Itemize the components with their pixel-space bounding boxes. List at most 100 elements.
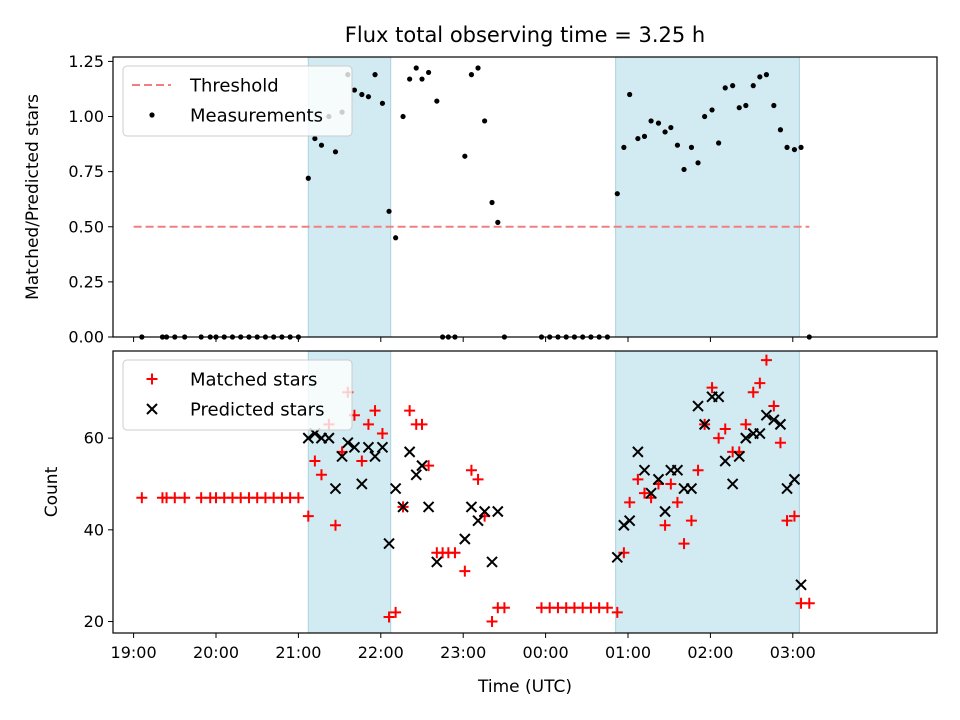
matched-stars-point (601, 602, 613, 614)
measurement-point (763, 72, 770, 78)
predicted-stars-point (692, 400, 704, 412)
x-tick-label: 03:00 (770, 643, 816, 662)
measurement-point (736, 105, 742, 111)
measurement-point (359, 91, 365, 98)
predicted-stars-point (698, 418, 711, 431)
matched-stars-point (309, 455, 321, 467)
counts-panel: 20 40 60 19:00 20:00 21:00 22:00 23:00 00:00 01:0… (42, 350, 938, 662)
measurement-point (674, 142, 681, 148)
predicted-stars-point (383, 537, 395, 550)
predicted-stars-point (323, 432, 335, 444)
matched-stars-point (390, 606, 402, 618)
measurement-point (495, 219, 501, 225)
measurement-point (379, 100, 386, 106)
matched-stars-point (369, 405, 381, 417)
matched-stars-point (416, 418, 428, 430)
matched-stars-point (136, 492, 148, 504)
matched-stars-point (692, 464, 704, 476)
y-tick-label: 0.00 (68, 328, 104, 347)
y-axis-title: Matched/Predicted stars (23, 94, 43, 300)
y-tick-label: 0.50 (68, 217, 104, 236)
matched-stars-point (671, 496, 683, 508)
matched-stars-point (169, 492, 181, 504)
matched-stars-point (706, 382, 718, 394)
matched-stars-point (659, 519, 671, 531)
legend-matched-stars-swatch (146, 373, 158, 385)
measurement-point (791, 146, 798, 153)
predicted-stars-point (403, 446, 416, 458)
measurement-point (688, 144, 695, 150)
matched-stars-point (292, 492, 304, 504)
predicted-stars-point (623, 514, 636, 527)
predicted-stars-point (472, 514, 484, 527)
matched-stars-point (404, 405, 416, 417)
measurement-point (462, 153, 468, 159)
predicted-stars-point (459, 533, 471, 545)
predicted-stars-point (416, 459, 428, 472)
matched-stars-point (747, 386, 759, 398)
matched-stars-point (774, 437, 786, 449)
measurement-point (365, 94, 372, 100)
axes-frame (112, 56, 938, 338)
measurement-point (750, 83, 756, 89)
measurement-point (351, 87, 358, 93)
legend-predicted-stars-swatch (146, 403, 158, 415)
predicted-stars-point (422, 501, 435, 513)
ratio-panel: 0.00 0.25 0.50 0.75 1.00 1.25 Matched/Predicte… (23, 52, 938, 347)
predicted-stars-point (465, 501, 478, 513)
matched-stars-point (624, 496, 636, 508)
measurement-point (489, 199, 495, 206)
matched-stars-point (498, 602, 510, 614)
predicted-stars-point (659, 505, 671, 518)
matched-stars-point (754, 377, 766, 389)
x-axis-title: Time (UTC) (477, 677, 572, 697)
predicted-stars-point (492, 505, 504, 518)
measurement-point (614, 191, 620, 197)
predicted-stars-point (478, 505, 491, 518)
axes-frame (112, 350, 938, 634)
matched-stars-point (459, 565, 471, 577)
measurement-point (475, 65, 481, 71)
measurement-point (419, 76, 425, 82)
measurement-point (648, 118, 654, 124)
matched-stars-point (465, 464, 477, 476)
matched-stars-point (423, 460, 435, 472)
predicted-stars-point (397, 501, 409, 513)
matched-stars-point (638, 487, 650, 499)
matched-stars-point (760, 354, 772, 366)
x-tick-label: 20:00 (193, 643, 239, 662)
predicted-stars-point (774, 418, 787, 431)
measurement-point (681, 166, 687, 173)
measurement-point (709, 107, 715, 113)
y-tick-label: 0.25 (68, 272, 104, 291)
predicted-stars-point (768, 414, 780, 426)
legend-measurements-swatch (149, 112, 155, 118)
predicted-stars-point (342, 436, 354, 449)
predicted-stars-point (754, 427, 766, 440)
measurement-point (641, 133, 648, 139)
measurement-point (627, 91, 633, 98)
measurement-point (332, 149, 339, 155)
predicted-stars-point (671, 464, 684, 476)
measurement-point (425, 69, 432, 76)
predicted-stars-point (645, 487, 657, 499)
matched-stars-point (329, 519, 341, 531)
predicted-stars-point (652, 473, 665, 486)
predicted-stars-point (685, 482, 698, 495)
matched-stars-point (740, 418, 752, 430)
measurement-point (434, 98, 440, 104)
measurement-point (393, 235, 399, 241)
predicted-stars-point (348, 441, 361, 454)
matched-stars-point (803, 597, 815, 609)
predicted-stars-point (795, 579, 807, 591)
observing-interval-1 (615, 57, 800, 337)
predicted-stars-point (376, 441, 389, 454)
matched-stars-point (472, 473, 484, 485)
measurement-point (716, 140, 722, 146)
predicted-stars-point (431, 556, 443, 568)
predicted-stars-point (733, 450, 745, 463)
y-tick-label: 40 (84, 520, 104, 539)
x-tick-label: 02:00 (687, 643, 733, 662)
predicted-stars-point (389, 482, 402, 495)
matched-stars-point (179, 492, 191, 504)
